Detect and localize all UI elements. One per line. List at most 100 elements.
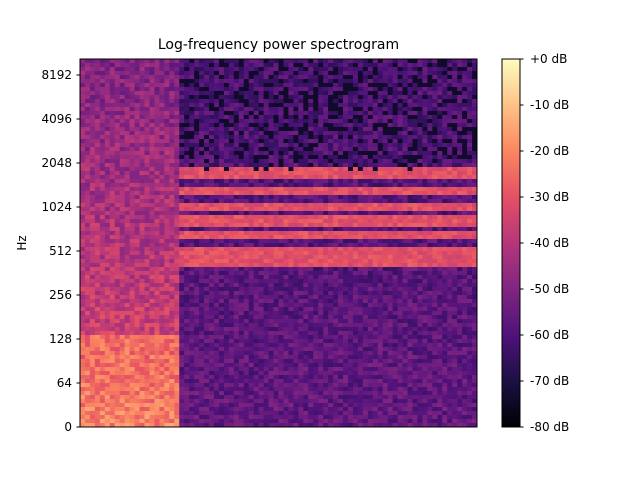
heatmap-cell <box>313 87 319 92</box>
heatmap-cell <box>204 199 210 204</box>
heatmap-cell <box>288 175 294 180</box>
heatmap-cell <box>283 163 289 168</box>
heatmap-cell <box>149 331 155 336</box>
heatmap-cell <box>323 123 329 128</box>
heatmap-cell <box>189 207 195 212</box>
heatmap-cell <box>204 207 210 212</box>
heatmap-cell <box>129 303 135 308</box>
heatmap-cell <box>313 143 319 148</box>
heatmap-cell <box>179 67 185 72</box>
heatmap-cell <box>313 419 319 424</box>
heatmap-cell <box>253 159 260 164</box>
heatmap-cell <box>268 379 274 384</box>
heatmap-cell <box>263 199 269 204</box>
heatmap-cell <box>94 179 101 184</box>
heatmap-cell <box>263 195 269 200</box>
heatmap-cell <box>218 135 225 140</box>
heatmap-cell <box>308 139 314 144</box>
heatmap-cell <box>209 219 215 224</box>
heatmap-cell <box>104 191 111 196</box>
heatmap-cell <box>129 219 135 224</box>
heatmap-cell <box>80 331 86 336</box>
heatmap-cell <box>338 139 344 144</box>
heatmap-cell <box>347 87 354 92</box>
heatmap-cell <box>174 59 180 64</box>
heatmap-cell <box>268 79 274 84</box>
heatmap-cell <box>218 311 225 316</box>
heatmap-cell <box>283 131 289 136</box>
heatmap-cell <box>114 195 121 200</box>
heatmap-cell <box>174 263 180 268</box>
heatmap-cell <box>213 383 220 388</box>
heatmap-cell <box>318 123 324 128</box>
heatmap-cell <box>144 347 150 352</box>
heatmap-cell <box>209 291 215 296</box>
heatmap-cell <box>248 375 255 380</box>
heatmap-cell <box>333 407 339 412</box>
heatmap-cell <box>228 287 235 292</box>
heatmap-cell <box>104 287 111 292</box>
heatmap-cell <box>303 179 309 184</box>
heatmap-cell <box>209 319 215 324</box>
heatmap-cell <box>223 367 230 372</box>
heatmap-cell <box>263 227 269 232</box>
heatmap-cell <box>218 315 225 320</box>
heatmap-cell <box>129 199 135 204</box>
heatmap-cell <box>194 343 200 348</box>
heatmap-cell <box>323 299 329 304</box>
heatmap-cell <box>144 223 150 228</box>
heatmap-cell <box>343 95 349 100</box>
heatmap-cell <box>139 295 145 300</box>
heatmap-cell <box>204 291 210 296</box>
heatmap-cell <box>134 395 140 400</box>
heatmap-cell <box>303 387 309 392</box>
heatmap-cell <box>80 287 86 292</box>
heatmap-cell <box>338 95 344 100</box>
heatmap-cell <box>104 383 111 388</box>
heatmap-cell <box>283 279 289 284</box>
heatmap-cell <box>139 307 145 312</box>
heatmap-cell <box>119 83 126 88</box>
heatmap-cell <box>109 411 116 416</box>
heatmap-cell <box>228 367 235 372</box>
heatmap-cell <box>268 287 274 292</box>
heatmap-cell <box>213 79 220 84</box>
heatmap-cell <box>179 275 185 280</box>
heatmap-cell <box>278 103 284 108</box>
heatmap-cell <box>338 355 344 360</box>
heatmap-cell <box>328 239 334 244</box>
heatmap-cell <box>184 67 190 72</box>
heatmap-cell <box>139 127 145 132</box>
heatmap-cell <box>283 247 289 252</box>
heatmap-cell <box>159 83 165 88</box>
heatmap-cell <box>338 363 344 368</box>
heatmap-cell <box>199 155 205 160</box>
heatmap-cell <box>114 115 121 120</box>
heatmap-cell <box>154 71 160 76</box>
heatmap-cell <box>263 307 269 312</box>
heatmap-cell <box>119 195 126 200</box>
heatmap-cell <box>263 131 269 136</box>
heatmap-cell <box>109 395 116 400</box>
heatmap-cell <box>218 239 225 244</box>
heatmap-cell <box>84 79 91 84</box>
heatmap-cell <box>243 67 250 72</box>
heatmap-cell <box>308 87 314 92</box>
heatmap-cell <box>184 371 190 376</box>
heatmap-cell <box>174 339 180 344</box>
heatmap-cell <box>293 307 299 312</box>
heatmap-cell <box>288 299 294 304</box>
heatmap-cell <box>318 203 324 208</box>
heatmap-cell <box>343 371 349 376</box>
heatmap-cell <box>288 331 294 336</box>
heatmap-cell <box>139 63 145 68</box>
heatmap-cell <box>139 263 145 268</box>
heatmap-cell <box>129 307 135 312</box>
heatmap-cell <box>104 127 111 132</box>
heatmap-cell <box>99 375 106 380</box>
heatmap-cell <box>154 135 160 140</box>
heatmap-cell <box>303 171 309 176</box>
heatmap-cell <box>228 259 235 264</box>
heatmap-cell <box>89 311 96 316</box>
heatmap-cell <box>104 231 111 236</box>
